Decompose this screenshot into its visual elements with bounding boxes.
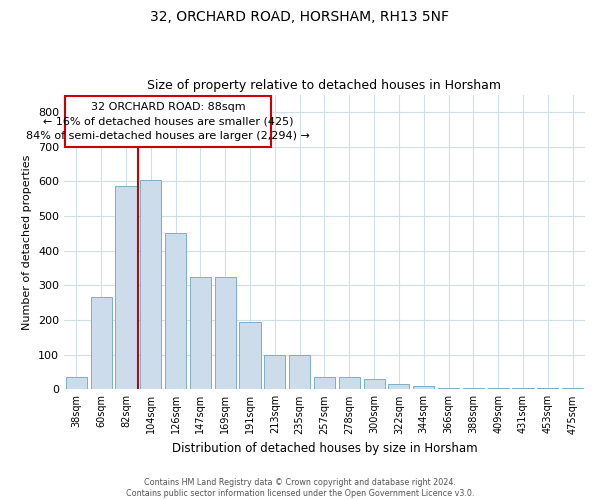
Bar [463, 388, 484, 390]
Bar [364, 379, 385, 390]
Text: 84% of semi-detached houses are larger (2,294) →: 84% of semi-detached houses are larger (… [26, 130, 310, 140]
Bar [512, 388, 533, 390]
Bar [413, 386, 434, 390]
Bar [264, 354, 286, 390]
Bar [140, 180, 161, 390]
Bar [239, 322, 260, 390]
Bar [388, 384, 409, 390]
Bar [289, 354, 310, 390]
Bar [314, 377, 335, 390]
Bar [562, 388, 583, 390]
X-axis label: Distribution of detached houses by size in Horsham: Distribution of detached houses by size … [172, 442, 477, 455]
FancyBboxPatch shape [65, 96, 271, 146]
Bar [66, 377, 87, 390]
Bar [165, 234, 186, 390]
Text: ← 16% of detached houses are smaller (425): ← 16% of detached houses are smaller (42… [43, 116, 293, 126]
Bar [91, 298, 112, 390]
Title: Size of property relative to detached houses in Horsham: Size of property relative to detached ho… [148, 79, 502, 92]
Bar [488, 388, 509, 390]
Y-axis label: Number of detached properties: Number of detached properties [22, 154, 32, 330]
Bar [438, 388, 459, 390]
Text: 32, ORCHARD ROAD, HORSHAM, RH13 5NF: 32, ORCHARD ROAD, HORSHAM, RH13 5NF [151, 10, 449, 24]
Text: Contains HM Land Registry data © Crown copyright and database right 2024.
Contai: Contains HM Land Registry data © Crown c… [126, 478, 474, 498]
Text: 32 ORCHARD ROAD: 88sqm: 32 ORCHARD ROAD: 88sqm [91, 102, 245, 113]
Bar [215, 276, 236, 390]
Bar [339, 377, 360, 390]
Bar [190, 276, 211, 390]
Bar [115, 186, 137, 390]
Bar [537, 388, 559, 390]
